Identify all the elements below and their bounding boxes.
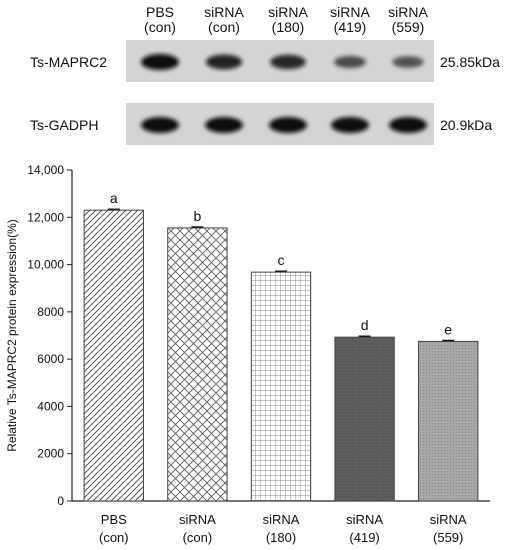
bar — [250, 271, 312, 502]
x-tick-label-line1: siRNA — [346, 512, 383, 527]
lane-label-line1: siRNA — [330, 4, 370, 20]
western-blot-panel: PBS(con)siRNA(con)siRNA(180)siRNA(419)si… — [30, 4, 500, 145]
bar-chart: 0 2000 4000 6000 8000 10,000 12,000 14,000 Relat… — [5, 163, 490, 545]
y-tick-label: 2000 — [37, 447, 64, 461]
bar — [418, 340, 479, 502]
band — [334, 56, 366, 68]
lane-label-line1: siRNA — [268, 4, 308, 20]
band — [331, 117, 369, 133]
y-tick-label: 6000 — [37, 352, 64, 366]
x-tick-label-line1: siRNA — [179, 512, 216, 527]
significance-label: a — [110, 190, 118, 206]
lane-label-line2: (con) — [144, 19, 176, 35]
lane-label-line1: siRNA — [388, 4, 428, 20]
band — [270, 54, 306, 70]
significance-label: c — [278, 252, 285, 268]
y-tick-label: 12,000 — [27, 210, 64, 224]
x-tick-label-line1: siRNA — [430, 512, 467, 527]
y-tick-label: 4000 — [37, 399, 64, 413]
protein-label: Ts-MAPRC2 — [30, 54, 107, 70]
significance-label: e — [444, 321, 452, 337]
lane-label-line1: siRNA — [204, 4, 244, 20]
protein-label: Ts-GADPH — [30, 117, 98, 133]
y-tick-label: 8000 — [37, 305, 64, 319]
x-tick-label-line2: (con) — [183, 530, 213, 545]
x-tick-label-line2: (559) — [433, 530, 463, 545]
lane-label-line2: (419) — [334, 19, 367, 35]
band-size-label: 20.9kDa — [440, 117, 492, 133]
y-tick-label: 10,000 — [27, 258, 64, 272]
x-tick-label-line1: siRNA — [263, 512, 300, 527]
x-tick-label-line2: (con) — [99, 530, 129, 545]
band — [205, 54, 243, 70]
band — [141, 117, 179, 133]
y-tick-label: 0 — [57, 494, 64, 508]
band — [392, 56, 424, 68]
lane-label-line2: (con) — [208, 19, 240, 35]
band — [389, 117, 427, 133]
lane-label-line1: PBS — [146, 4, 174, 20]
bar — [334, 336, 395, 502]
band — [205, 117, 243, 133]
bar — [83, 209, 144, 502]
bar — [167, 227, 228, 502]
significance-label: d — [361, 317, 369, 333]
y-tick-label: 14,000 — [27, 163, 64, 177]
band-size-label: 25.85kDa — [440, 54, 500, 70]
lane-label-line2: (559) — [392, 19, 425, 35]
significance-label: b — [194, 208, 202, 224]
band — [269, 117, 307, 133]
x-tick-label-line2: (180) — [266, 530, 296, 545]
band — [141, 54, 179, 70]
x-tick-label-line2: (419) — [349, 530, 379, 545]
lane-label-line2: (180) — [272, 19, 305, 35]
x-tick-label-line1: PBS — [101, 512, 127, 527]
y-axis-label: Relative Ts-MAPRC2 protein expression(%) — [5, 219, 19, 452]
